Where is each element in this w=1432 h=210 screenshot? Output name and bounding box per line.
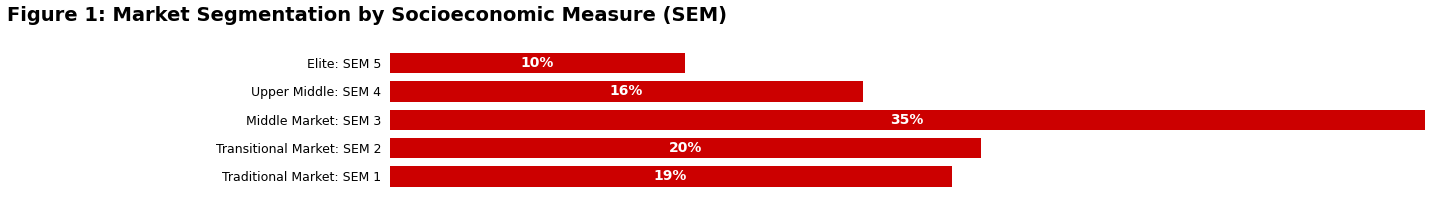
Bar [390,81,863,102]
Bar [390,53,686,73]
Bar [390,166,951,186]
Text: 16%: 16% [610,84,643,98]
Bar [390,138,981,158]
Text: 19%: 19% [654,169,687,183]
Text: Figure 1: Market Segmentation by Socioeconomic Measure (SEM): Figure 1: Market Segmentation by Socioec… [7,6,727,25]
Text: 10%: 10% [521,56,554,70]
Bar [390,109,1425,130]
Text: 20%: 20% [669,141,702,155]
Text: 35%: 35% [891,113,924,127]
